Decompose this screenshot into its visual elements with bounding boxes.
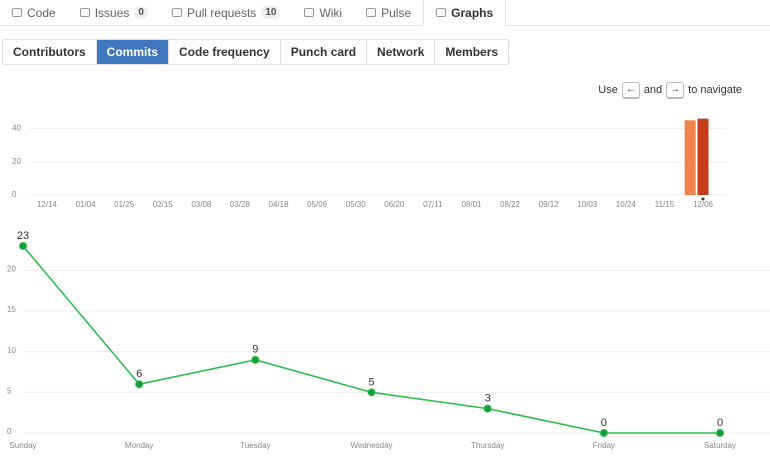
- bar: [684, 120, 696, 195]
- tab-icon: [366, 8, 377, 17]
- x-tick-label: 03/08: [191, 200, 212, 209]
- point: [599, 429, 608, 437]
- x-tick-label: 04/18: [269, 200, 290, 209]
- data-label: 23: [17, 230, 29, 242]
- x-tick-label: 08/22: [500, 200, 521, 209]
- tab-icon: [436, 8, 447, 17]
- x-tick-label: Friday: [593, 441, 615, 450]
- hint-text: Use: [598, 84, 618, 96]
- tab-label: Wiki: [319, 5, 343, 20]
- x-tick-label: 12/06: [693, 200, 714, 209]
- y-tick-label: 40: [12, 124, 21, 133]
- subtab[interactable]: Commits: [96, 40, 169, 64]
- x-tick-label: 11/15: [655, 200, 675, 209]
- x-tick-label: 01/25: [114, 200, 135, 209]
- x-tick-label: 01/04: [76, 200, 97, 209]
- subtab[interactable]: Code frequency: [169, 40, 281, 64]
- x-tick-label: 06/20: [384, 200, 405, 209]
- y-tick-label: 0: [12, 190, 17, 199]
- x-tick-label: Tuesday: [240, 441, 270, 450]
- data-label: 5: [368, 376, 374, 388]
- line: [22, 245, 720, 434]
- subtab[interactable]: Network: [367, 40, 436, 64]
- hint-text: and: [643, 84, 663, 96]
- point: [251, 355, 260, 364]
- x-tick-label: Wednesday: [350, 441, 392, 450]
- x-tick-label: 07/11: [423, 200, 443, 209]
- tab[interactable]: Pulse: [354, 0, 423, 25]
- x-tick-label: 05/30: [346, 200, 367, 209]
- graph-subtabs: Contributors Commits Code frequency Punch c…: [2, 39, 510, 65]
- y-tick-label: 10: [7, 346, 16, 355]
- x-tick-label: Sunday: [9, 441, 36, 450]
- x-tick-label: Thursday: [471, 441, 504, 450]
- y-tick-label: 15: [7, 305, 16, 314]
- navigation-hint: Use ← and → to navigate: [598, 82, 742, 98]
- x-tick-label: 12/14: [37, 200, 58, 209]
- tab-label: Pulse: [381, 5, 412, 20]
- data-label: 0: [717, 417, 723, 429]
- x-tick-label: 10/03: [577, 200, 598, 209]
- x-tick-label: 03/28: [230, 200, 251, 209]
- tab[interactable]: Wiki: [292, 0, 354, 25]
- selected-dot: [701, 197, 705, 201]
- y-tick-label: 0: [7, 427, 12, 436]
- y-tick-label: 5: [7, 386, 12, 395]
- x-tick-label: 10/24: [616, 200, 637, 209]
- tab[interactable]: Graphs: [423, 0, 507, 26]
- bar: [697, 118, 709, 195]
- repo-tabs: Code Issues 0 Pull requests 10 Wiki Pulse Graph…: [0, 0, 770, 26]
- data-label: 3: [485, 393, 491, 405]
- point: [135, 380, 144, 389]
- tab-icon: [304, 8, 315, 17]
- tab-label: Code: [27, 5, 56, 20]
- tab[interactable]: Code: [0, 0, 68, 25]
- x-tick-label: 05/09: [307, 200, 328, 209]
- key: →: [666, 82, 685, 98]
- point: [483, 404, 492, 413]
- x-tick-label: 08/01: [461, 200, 482, 209]
- tab-icon: [171, 8, 182, 17]
- tab-icon: [79, 8, 90, 17]
- y-tick-label: 20: [7, 265, 16, 274]
- point: [716, 429, 724, 437]
- tab-icon: [12, 8, 22, 17]
- tab-count: 0: [134, 6, 148, 19]
- data-label: 6: [136, 368, 142, 380]
- x-tick-label: Monday: [125, 441, 153, 450]
- tab-label: Graphs: [451, 5, 494, 20]
- tab-count: 10: [261, 6, 281, 19]
- tab-label: Issues: [94, 5, 130, 20]
- tab[interactable]: Pull requests 10: [160, 0, 293, 25]
- key: ←: [621, 82, 640, 98]
- x-tick-label: Saturday: [704, 441, 736, 450]
- data-label: 9: [252, 344, 258, 356]
- data-label: 0: [601, 417, 607, 429]
- hint-text: to navigate: [688, 84, 742, 96]
- x-tick-label: 09/12: [539, 200, 560, 209]
- y-tick-label: 20: [12, 157, 21, 166]
- tab-label: Pull requests: [186, 5, 257, 20]
- point: [367, 388, 376, 397]
- point: [19, 242, 27, 250]
- subtab[interactable]: Punch card: [281, 40, 368, 64]
- tab[interactable]: Issues 0: [68, 0, 160, 25]
- subtab[interactable]: Contributors: [3, 40, 97, 64]
- x-tick-label: 02/15: [153, 200, 174, 209]
- subtab[interactable]: Members: [445, 45, 499, 59]
